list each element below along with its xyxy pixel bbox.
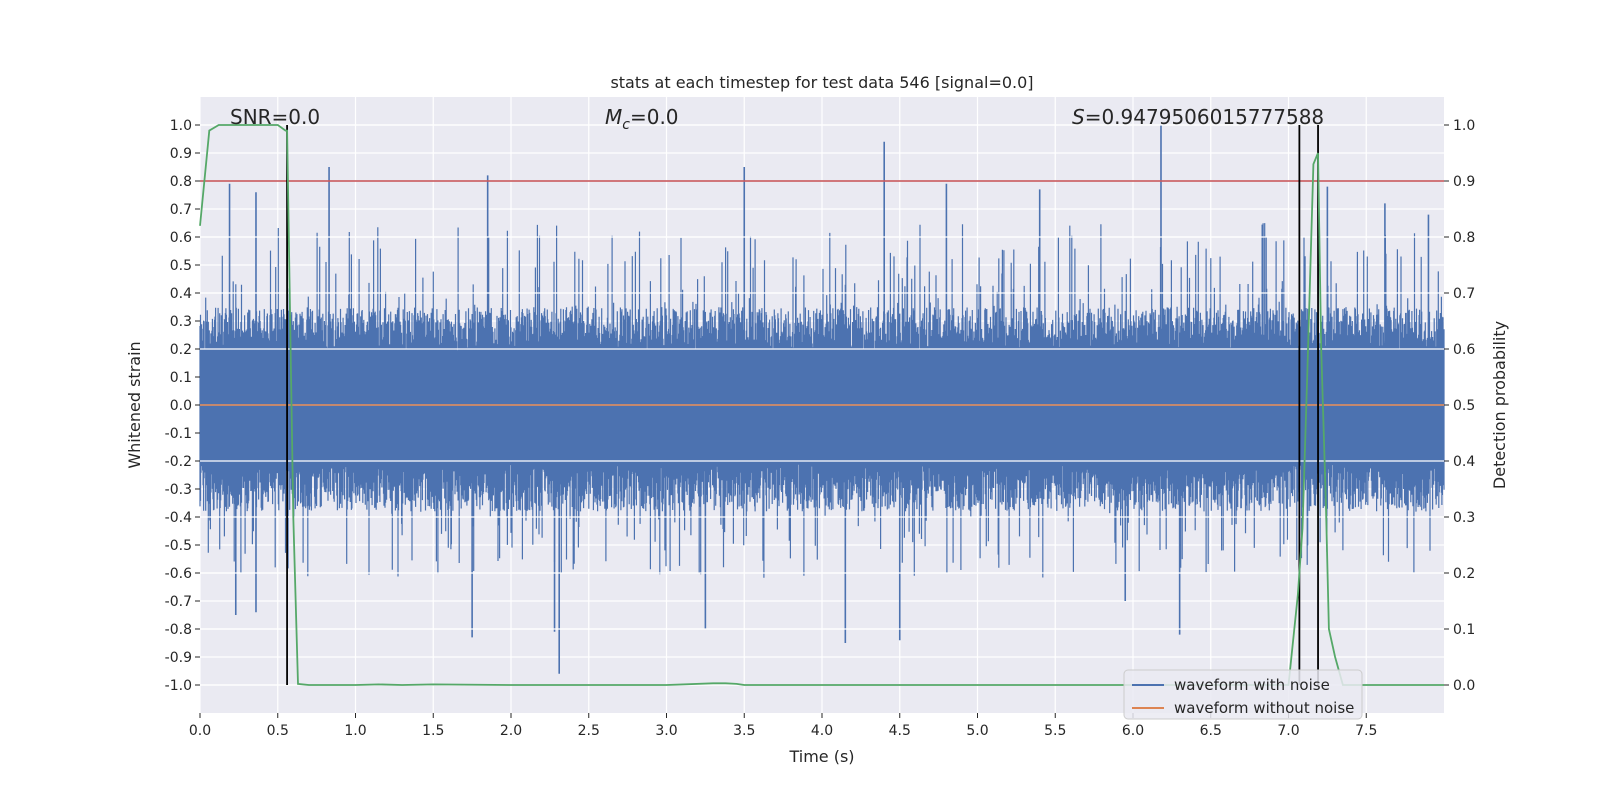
y2-tick-label: 0.0 <box>1453 678 1475 694</box>
x-tick-label: 4.5 <box>889 723 911 739</box>
y-tick-label: 0.4 <box>170 286 192 302</box>
x-tick-label: 6.5 <box>1200 723 1222 739</box>
y-tick-label: 0.2 <box>170 342 192 358</box>
x-tick-label: 5.0 <box>966 723 988 739</box>
y2-tick-label: 0.4 <box>1453 454 1475 470</box>
x-tick-label: 3.5 <box>733 723 755 739</box>
y2-tick-label: 0.8 <box>1453 230 1475 246</box>
y-tick-label: -0.4 <box>165 510 192 526</box>
snr-annotation: SNR=0.0 <box>230 105 320 129</box>
y-tick-label: -0.3 <box>165 482 192 498</box>
y2-tick-label: 0.1 <box>1453 622 1475 638</box>
chirp-mass-annotation: Mc=0.0 <box>605 105 679 133</box>
chirp-mass-subscript: c <box>622 117 630 133</box>
x-tick-label: 7.0 <box>1277 723 1299 739</box>
chart-title: stats at each timestep for test data 546… <box>610 73 1033 92</box>
y2-tick-label: 1.0 <box>1453 118 1475 134</box>
x-tick-label: 0.5 <box>267 723 289 739</box>
y-tick-label: -0.1 <box>165 426 192 442</box>
legend-label: waveform without noise <box>1174 699 1354 717</box>
y2-tick-label: 0.2 <box>1453 566 1475 582</box>
y-tick-label: -0.9 <box>165 650 192 666</box>
x-tick-label: 1.5 <box>422 723 444 739</box>
y-tick-label: -0.5 <box>165 538 192 554</box>
y-tick-label: -0.8 <box>165 622 192 638</box>
y2-axis-label: Detection probability <box>1490 321 1509 489</box>
x-tick-label: 5.5 <box>1044 723 1066 739</box>
y-tick-label: 0.6 <box>170 230 192 246</box>
chirp-mass-value: =0.0 <box>630 105 679 129</box>
y2-tick-label: 0.7 <box>1453 286 1475 302</box>
y2-tick-label: 0.3 <box>1453 510 1475 526</box>
statistic-value: =0.9479506015777588 <box>1085 105 1324 129</box>
x-tick-label: 6.0 <box>1122 723 1144 739</box>
statistic-annotation: S=0.9479506015777588 <box>1072 105 1324 129</box>
x-tick-label: 2.5 <box>578 723 600 739</box>
y-tick-label: 1.0 <box>170 118 192 134</box>
y-tick-label: 0.7 <box>170 202 192 218</box>
y-tick-label: 0.0 <box>170 398 192 414</box>
x-tick-label: 4.0 <box>811 723 833 739</box>
y-tick-label: -0.6 <box>165 566 192 582</box>
y2-tick-label: 0.9 <box>1453 174 1475 190</box>
x-tick-label: 1.0 <box>344 723 366 739</box>
y-tick-label: -0.7 <box>165 594 192 610</box>
x-tick-label: 0.0 <box>189 723 211 739</box>
chirp-mass-symbol: M <box>605 105 622 129</box>
y-tick-label: 0.9 <box>170 146 192 162</box>
x-axis-label: Time (s) <box>788 747 854 766</box>
x-tick-label: 2.0 <box>500 723 522 739</box>
y2-tick-label: 0.6 <box>1453 342 1475 358</box>
statistic-symbol: S <box>1072 105 1085 129</box>
y-tick-label: 0.5 <box>170 258 192 274</box>
y-tick-label: -0.2 <box>165 454 192 470</box>
x-tick-label: 3.0 <box>655 723 677 739</box>
x-tick-label: 7.5 <box>1355 723 1377 739</box>
y-tick-label: 0.1 <box>170 370 192 386</box>
y-tick-label: -1.0 <box>165 678 192 694</box>
legend-label: waveform with noise <box>1174 676 1330 694</box>
y-axis-label: Whitened strain <box>125 341 144 468</box>
detection-probability-series <box>199 124 1444 686</box>
y-tick-label: 0.3 <box>170 314 192 330</box>
y2-tick-label: 0.5 <box>1453 398 1475 414</box>
legend-box <box>1123 669 1363 720</box>
y-tick-label: 0.8 <box>170 174 192 190</box>
